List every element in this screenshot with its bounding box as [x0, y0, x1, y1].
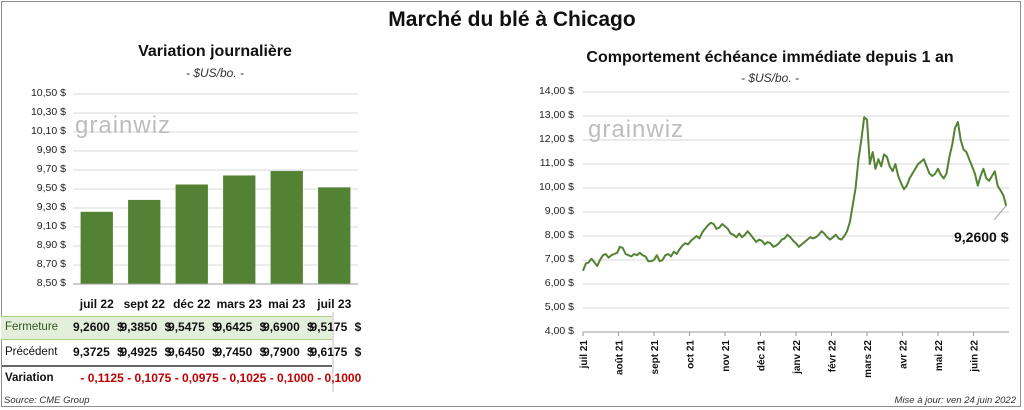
table-row: Variation - 0,1125- 0,1075- 0,0975- 0,102…: [1, 368, 361, 390]
right-y-tick-label: 9,00 $: [544, 205, 574, 217]
cell-value: 9,2600: [73, 320, 110, 334]
cell-currency: $: [259, 320, 267, 334]
right-y-tick-label: 8,00 $: [544, 229, 574, 241]
cell-currency: $: [212, 345, 219, 359]
cell-currency: $: [354, 345, 362, 359]
cell-value: - 0,1125: [80, 371, 124, 385]
left-y-tick-label: 9,30 $: [36, 201, 66, 213]
right-y-tick-label: 10,00 $: [538, 181, 574, 193]
right-watermark: grainwiz: [588, 116, 685, 143]
right-chart-unit: - $US/bo. -: [740, 71, 800, 85]
page-title: Marché du blé à Chicago: [388, 8, 636, 31]
left-y-tick-label: 9,70 $: [36, 163, 66, 175]
cell-value: - 0,1000: [317, 371, 362, 385]
right-chart-title: Comportement échéance immédiate depuis 1…: [586, 49, 954, 66]
cell-value: 9,5175: [310, 320, 348, 334]
cell-currency: $: [164, 345, 172, 359]
right-y-tick-label: 11,00 $: [539, 157, 574, 169]
left-y-tick-label: 8,50 $: [36, 277, 66, 289]
right-x-tick-label: mars 22: [863, 340, 874, 378]
left-watermark: grainwiz: [75, 112, 172, 139]
right-x-tick-label: juin 22: [970, 340, 981, 373]
cell-currency: $: [117, 320, 124, 334]
left-x-tick-label: juil 23: [317, 297, 352, 311]
price-line: [582, 116, 1008, 272]
right-y-tick-label: 5,00 $: [544, 301, 574, 313]
cell-value: 9,3850: [120, 320, 158, 334]
cell-value: - 0,1025: [222, 371, 267, 385]
cell-value: - 0,1075: [127, 371, 172, 385]
cell-currency: $: [354, 320, 362, 334]
last-value-label: 9,2600 $: [954, 229, 1009, 245]
right-y-tick-label: 14,00 $: [538, 85, 574, 97]
left-y-tick-label: 8,70 $: [36, 258, 66, 270]
left-y-tick-label: 9,10 $: [36, 220, 66, 232]
bar: [318, 187, 351, 284]
table-row: Précédent 9,3725 $9,4925 $9,6450 $9,7450 $9,7…: [1, 342, 361, 364]
right-y-tick-label: 7,00 $: [544, 253, 574, 265]
cell-value: 9,7450: [215, 345, 253, 359]
row-label: Précédent: [5, 346, 58, 358]
right-y-tick-label: 13,00 $: [538, 109, 574, 121]
cell-value: 9,6425: [215, 320, 253, 334]
cell-value: 9,6450: [168, 345, 205, 359]
cell-currency: $: [307, 345, 314, 359]
bar: [270, 170, 303, 284]
cell-value: - 0,0975: [174, 371, 219, 385]
right-x-tick-label: déc 21: [757, 340, 768, 372]
cell-value: - 0,1000: [269, 371, 314, 385]
cell-value: 9,4925: [120, 345, 158, 359]
right-x-tick-label: sept 21: [650, 340, 661, 375]
left-x-tick-label: déc 22: [173, 297, 211, 311]
left-y-tick-label: 10,30 $: [30, 106, 66, 118]
right-x-tick-label: juil 21: [579, 340, 590, 370]
right-y-tick-label: 12,00 $: [538, 133, 574, 145]
right-x-tick-label: août 21: [615, 340, 626, 375]
bar: [223, 175, 256, 284]
row-label: Variation: [5, 372, 54, 384]
bar: [128, 199, 161, 284]
cell-value: 9,3725: [73, 345, 110, 359]
cell-currency: $: [307, 320, 314, 334]
cell-value: 9,6900: [263, 320, 300, 334]
cell-value: 9,7900: [263, 345, 300, 359]
cell-value: 9,6175: [310, 345, 348, 359]
right-x-tick-label: mai 22: [934, 340, 945, 372]
left-x-tick-label: sept 22: [123, 297, 165, 311]
left-x-tick-label: juil 22: [79, 297, 114, 311]
left-chart-unit: - $US/bo. -: [185, 66, 245, 80]
last-value-leader: [993, 205, 1007, 221]
row-label: Fermeture: [5, 321, 59, 333]
left-y-tick-label: 9,90 $: [36, 144, 66, 156]
left-y-tick-label: 9,50 $: [36, 182, 66, 194]
cell-currency: $: [212, 320, 219, 334]
left-chart-title: Variation journalière: [138, 43, 292, 60]
right-x-tick-label: janv 22: [792, 340, 803, 375]
table-row: Fermeture 9,2600 $9,3850 $9,5475 $9,6425 $9,6…: [1, 316, 361, 340]
right-x-tick-label: nov 21: [721, 340, 732, 372]
bar: [80, 211, 113, 284]
cell-currency: $: [164, 320, 172, 334]
cell-currency: $: [259, 345, 267, 359]
left-y-tick-label: 8,90 $: [36, 239, 66, 251]
right-x-tick-label: oct 21: [686, 340, 697, 369]
right-y-tick-label: 4,00 $: [544, 325, 574, 337]
left-y-tick-label: 10,50 $: [30, 87, 66, 99]
left-x-tick-label: mars 23: [216, 297, 262, 311]
update-note: Mise à jour: ven 24 juin 2022: [894, 395, 1016, 406]
bar: [175, 184, 208, 284]
right-x-tick-label: avr 22: [899, 340, 910, 369]
source-note: Source: CME Group: [4, 395, 90, 406]
cell-value: 9,5475: [168, 320, 205, 334]
left-x-tick-label: mai 23: [268, 297, 306, 311]
right-y-tick-label: 6,00 $: [544, 277, 574, 289]
left-y-tick-label: 10,10 $: [30, 125, 66, 137]
cell-currency: $: [117, 345, 124, 359]
right-x-tick-label: févr 22: [828, 340, 839, 373]
